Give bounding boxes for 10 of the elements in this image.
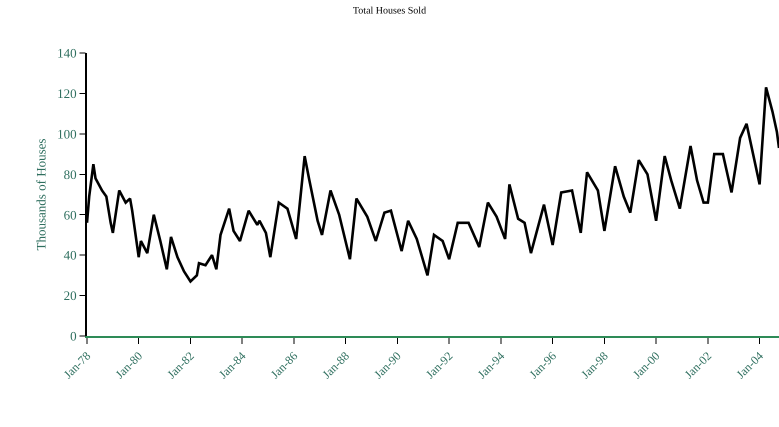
y-tick-label: 40 xyxy=(64,248,77,263)
y-tick-label: 100 xyxy=(57,126,77,142)
y-tick-label: 80 xyxy=(64,166,77,182)
y-tick-label: 120 xyxy=(57,86,77,101)
y-axis-title: Thousands of Houses xyxy=(34,138,49,250)
y-tick-label: 0 xyxy=(70,328,77,344)
y-tick-label: 140 xyxy=(57,46,77,61)
y-tick-label: 60 xyxy=(64,207,77,222)
y-tick-label: 20 xyxy=(64,288,77,304)
chart-title: Total Houses Sold xyxy=(352,5,426,16)
